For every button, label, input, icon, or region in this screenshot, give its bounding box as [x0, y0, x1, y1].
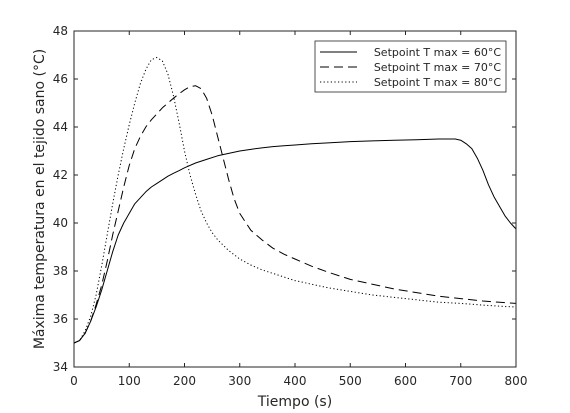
- x-axis-label: Tiempo (s): [257, 394, 332, 410]
- y-axis-label: Máxima temperatura en el tejido sano (°C…: [32, 49, 48, 349]
- x-tick-label: 0: [70, 374, 78, 388]
- x-axis-ticks: 0 100 200 300 400 500 600 700 800: [70, 31, 527, 388]
- x-tick-label: 100: [118, 374, 141, 388]
- series-layer: [73, 56, 517, 344]
- x-tick-label: 300: [228, 374, 251, 388]
- legend-label-3: Setpoint T max = 80°C: [374, 76, 502, 89]
- x-tick-label: 400: [284, 374, 307, 388]
- y-axis-ticks: 34 36 38 40 42 44 46 48: [53, 24, 516, 374]
- legend-label-1: Setpoint T max = 60°C: [374, 46, 502, 59]
- legend-items: Setpoint T max = 60°C Setpoint T max = 70…: [320, 46, 501, 89]
- x-tick-label: 700: [449, 374, 472, 388]
- y-tick-label: 46: [53, 72, 68, 86]
- y-tick-label: 38: [53, 264, 68, 278]
- series-line-1: [73, 138, 517, 344]
- legend-box: [314, 40, 507, 93]
- x-tick-label: 600: [394, 374, 417, 388]
- x-tick-label: 500: [339, 374, 362, 388]
- y-tick-label: 36: [53, 312, 68, 326]
- y-tick-label: 48: [53, 24, 68, 38]
- y-tick-label: 40: [53, 216, 68, 230]
- legend: Setpoint T max = 60°C Setpoint T max = 70…: [314, 40, 507, 93]
- y-tick-label: 42: [53, 168, 68, 182]
- x-tick-label: 200: [173, 374, 196, 388]
- legend-label-2: Setpoint T max = 70°C: [374, 61, 502, 74]
- y-tick-label: 34: [53, 360, 68, 374]
- y-tick-label: 44: [53, 120, 68, 134]
- series-line-3: [73, 56, 517, 344]
- series-line-2: [73, 85, 517, 344]
- x-tick-label: 800: [505, 374, 528, 388]
